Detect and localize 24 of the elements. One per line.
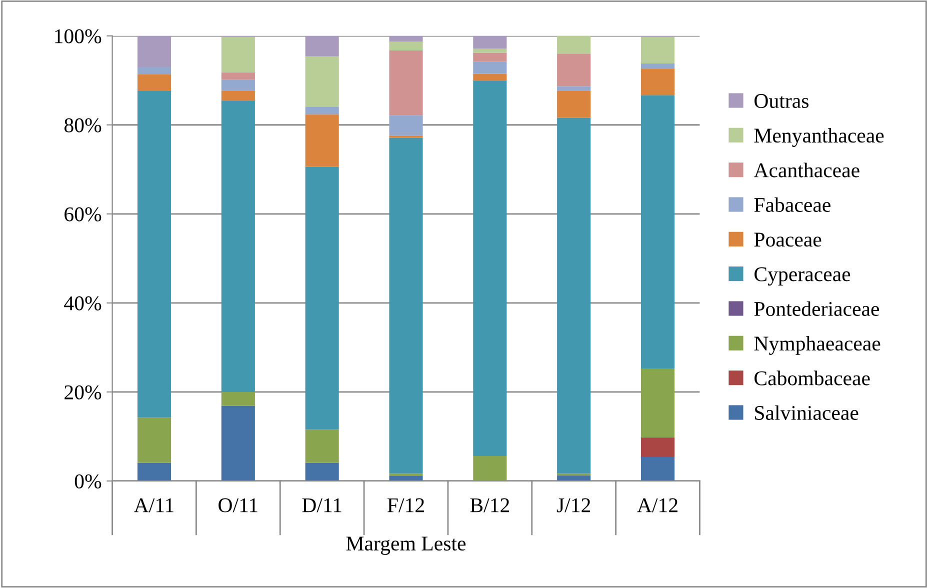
x-tick-label: A/12 — [637, 498, 678, 512]
legend-label: Poaceae — [754, 232, 822, 247]
y-tick-label: 0% — [74, 474, 102, 488]
legend-label: Nymphaeaceae — [754, 336, 880, 355]
x-tick-label: B/12 — [470, 498, 510, 512]
x-tick-label: F/12 — [387, 498, 424, 512]
x-tick-label: J/12 — [556, 498, 590, 512]
legend-label: Pontederiaceae — [754, 301, 880, 316]
legend-label: Cyperaceae — [754, 267, 850, 286]
legend-label: Acanthaceae — [754, 162, 860, 178]
x-tick-label: D/11 — [302, 498, 342, 512]
legend-label: Cabombaceae — [754, 370, 870, 386]
y-tick-label: 40% — [64, 296, 102, 310]
x-axis-title: Margem Leste — [346, 536, 466, 555]
x-tick-label: O/11 — [218, 498, 258, 512]
y-tick-label: 20% — [64, 385, 102, 400]
y-tick-label: 100% — [55, 29, 102, 44]
legend-label: Fabaceae — [754, 197, 830, 212]
y-tick-label: 60% — [64, 207, 102, 222]
legend-label: Menyanthaceae — [754, 128, 884, 147]
legend-label: Outras — [754, 94, 808, 108]
x-tick-label: A/11 — [134, 498, 174, 512]
legend-label: Salviniaceae — [755, 405, 858, 420]
y-tick-label: 80% — [64, 118, 102, 132]
